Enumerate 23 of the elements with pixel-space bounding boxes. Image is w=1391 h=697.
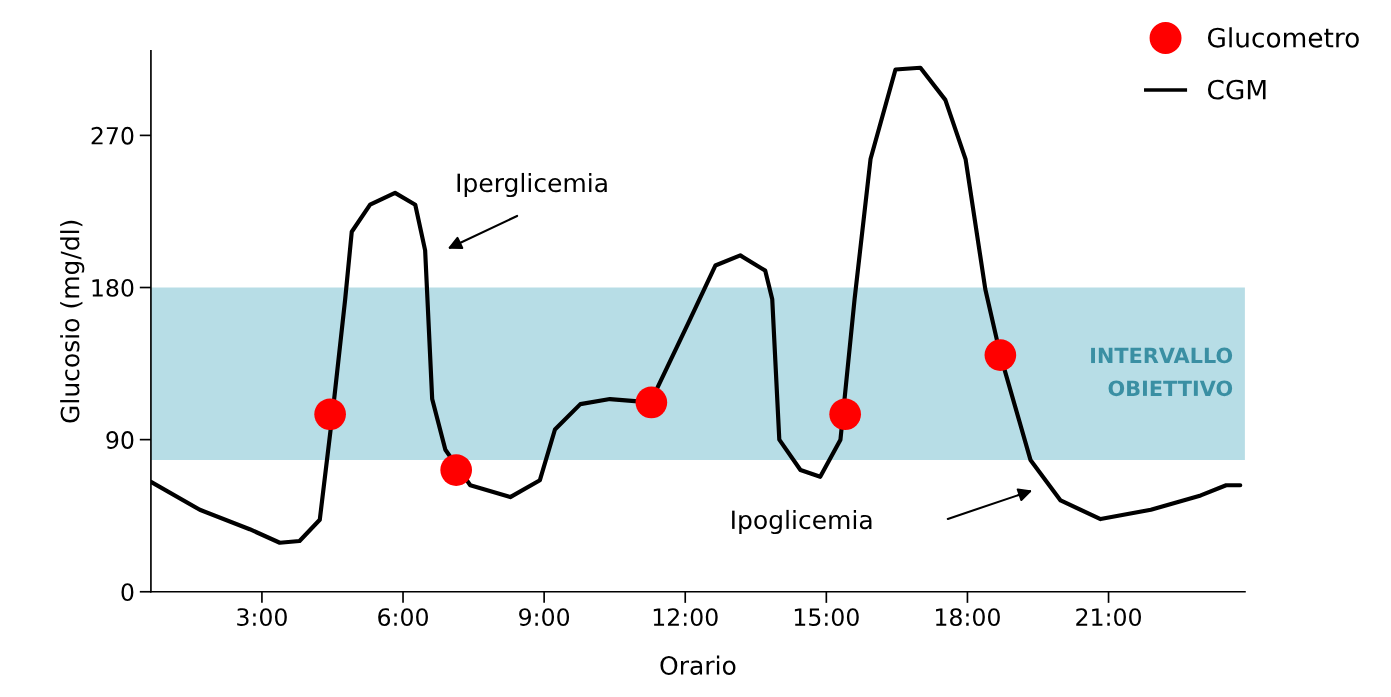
band-label: INTERVALLO OBIETTIVO	[1091, 347, 1233, 397]
legend-label: CGM	[1207, 79, 1266, 100]
x-tick-label: 6:00	[378, 608, 428, 626]
x-tick-label: 21:00	[1076, 608, 1141, 626]
annotation: Iperglicemia	[457, 172, 607, 198]
point	[635, 386, 668, 419]
y-tick-label: 270	[91, 126, 134, 145]
x-tick-label: 18:00	[936, 608, 1000, 626]
legend-label: Glucometro	[1207, 27, 1359, 48]
x-tick-label: 12:00	[653, 608, 718, 626]
x-tick-label: 3:00	[237, 608, 287, 626]
y-axis-title: Glucosio (mg/dl)	[60, 220, 85, 423]
point	[440, 454, 473, 486]
y-tick-label: 0	[121, 583, 134, 602]
point	[314, 398, 346, 431]
annotation: Ipoglicemia	[732, 509, 872, 535]
y-tick-label: 90	[106, 431, 134, 449]
point	[829, 398, 861, 431]
x-axis-title: Orario	[660, 655, 736, 675]
y-tick-label: 180	[92, 278, 134, 297]
point	[984, 339, 1017, 371]
x-tick-label: 9:00	[519, 608, 570, 626]
x-tick-label: 15:00	[794, 608, 859, 626]
